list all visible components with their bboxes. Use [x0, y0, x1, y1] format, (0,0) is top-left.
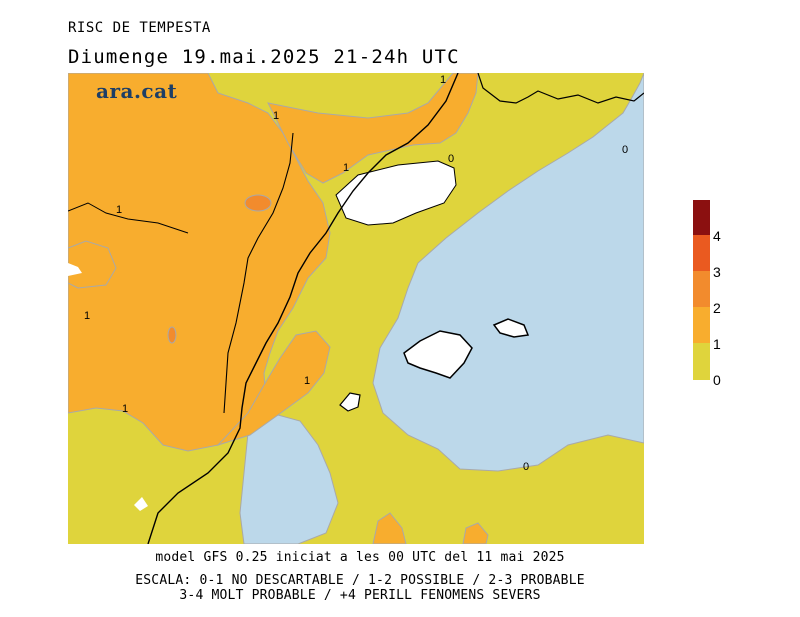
risk-zone-center — [267, 73, 479, 184]
risk-zone-south-patch — [372, 512, 407, 544]
storm-risk-map: 1 1 1 1 1 1 1 0 0 0 ara.cat — [68, 73, 644, 544]
sea-inlet-south — [239, 414, 339, 544]
risk-zone-northwest-patch — [68, 240, 117, 289]
scale-description-line1: ESCALA: 0-1 NO DESCARTABLE / 1-2 POSSIBL… — [135, 573, 585, 588]
legend-label: 1 — [713, 336, 721, 352]
legend-swatch-1-2 — [693, 307, 710, 343]
forecast-date: Diumenge 19.mai.2025 21-24h UTC — [68, 46, 460, 68]
island-ibiza — [339, 392, 361, 412]
contour-label: 0 — [448, 153, 454, 165]
border-line — [223, 132, 294, 414]
legend-label: 2 — [713, 300, 721, 316]
contour-label: 1 — [343, 162, 349, 174]
masked-area-north — [335, 160, 457, 226]
contour-label: 0 — [622, 144, 628, 156]
legend-label: 3 — [713, 264, 721, 280]
island-menorca — [492, 318, 530, 338]
coastline — [147, 73, 459, 544]
masked-area-southwest — [134, 497, 148, 511]
legend-swatch-4plus — [693, 200, 710, 235]
masked-area-west — [68, 263, 82, 276]
model-info: model GFS 0.25 iniciat a les 00 UTC del … — [155, 550, 565, 565]
contour-label: 1 — [304, 375, 310, 387]
legend-label: 4 — [713, 228, 721, 244]
contour-label: 1 — [122, 403, 128, 415]
legend-swatch-3-4 — [693, 235, 710, 271]
border-line-2 — [68, 202, 189, 234]
contour-label: 1 — [116, 204, 122, 216]
contour-label: 1 — [84, 310, 90, 322]
risk-spot-probable-2 — [167, 326, 177, 344]
legend-swatch-2-3 — [693, 271, 710, 307]
contour-label: 1 — [273, 110, 279, 122]
legend-label: 0 — [713, 372, 721, 388]
risk-zone-southeast — [216, 330, 331, 447]
island-mallorca — [403, 330, 473, 379]
scale-description-line2: 3-4 MOLT PROBABLE / +4 PERILL FENOMENS S… — [179, 588, 541, 603]
contour-label: 1 — [440, 74, 446, 86]
risk-zone-south-patch-2 — [462, 522, 489, 544]
ara-cat-logo: ara.cat — [96, 79, 178, 103]
coast-northeast — [477, 73, 644, 104]
risk-zone-west — [68, 73, 331, 452]
risk-spot-probable — [244, 194, 272, 212]
contour-label: 0 — [523, 461, 529, 473]
chart-title: RISC DE TEMPESTA — [68, 20, 211, 36]
legend-swatch-0-1 — [693, 343, 710, 380]
